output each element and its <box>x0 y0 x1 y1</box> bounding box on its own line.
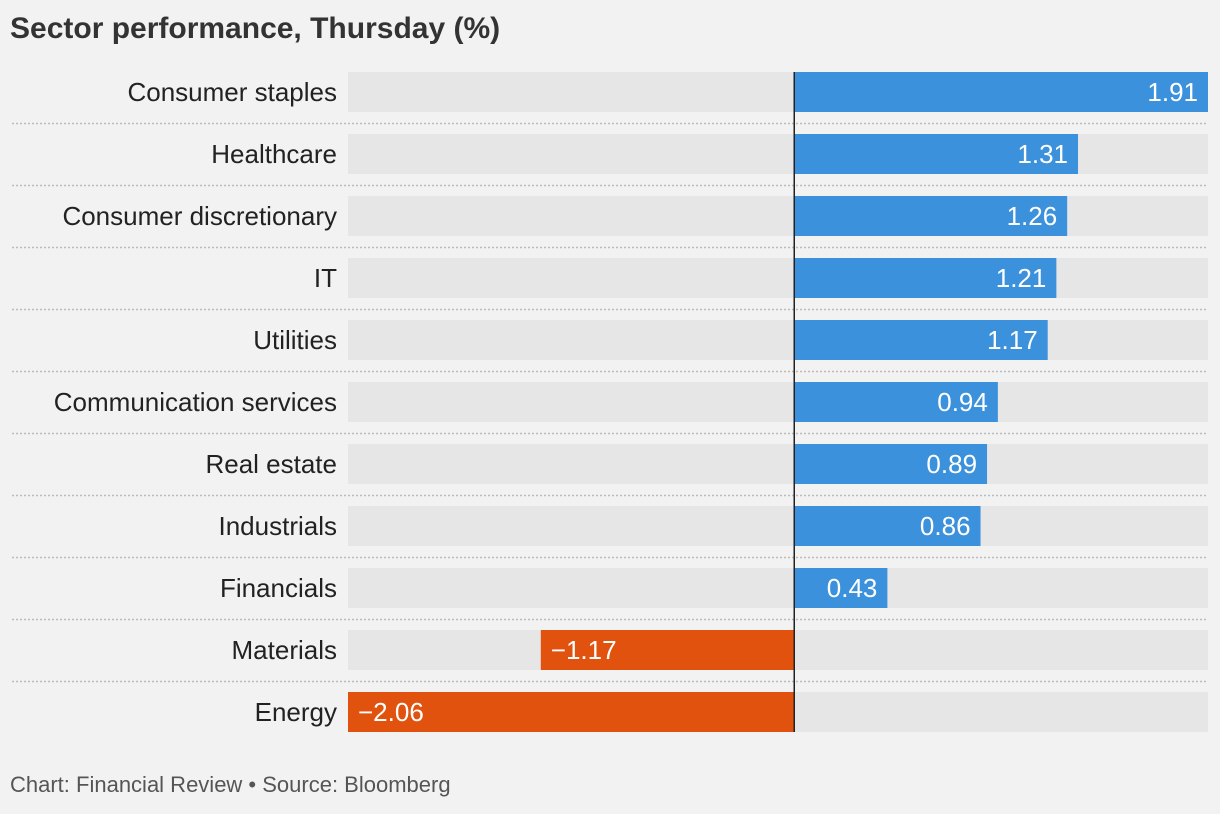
bar <box>540 630 795 670</box>
bar-track <box>348 258 1208 298</box>
category-label: Consumer discretionary <box>62 201 337 231</box>
category-label: Utilities <box>253 325 337 355</box>
category-label: IT <box>314 263 337 293</box>
bar-chart: Consumer staples 1.91 Healthcare 1.31 Consum… <box>0 72 1220 732</box>
category-label: Healthcare <box>211 139 337 169</box>
bar-track <box>348 196 1208 236</box>
chart-footer: Chart: Financial Review • Source: Bloomb… <box>10 772 451 797</box>
category-label: Industrials <box>219 511 338 541</box>
bar-track <box>348 320 1208 360</box>
bar <box>794 320 1048 360</box>
bar <box>794 382 998 422</box>
bar <box>794 196 1068 236</box>
chart-title: Sector performance, Thursday (%) <box>10 12 501 45</box>
bar <box>794 72 1208 112</box>
value-label: −2.06 <box>358 697 424 727</box>
value-label: 1.26 <box>1007 201 1058 231</box>
value-label: 1.31 <box>1017 139 1068 169</box>
bar <box>794 134 1079 174</box>
bar <box>794 258 1057 298</box>
category-label: Communication services <box>54 387 337 417</box>
value-label: 0.43 <box>827 573 878 603</box>
value-label: −1.17 <box>551 635 617 665</box>
category-label: Consumer staples <box>127 77 337 107</box>
value-label: 0.86 <box>920 511 971 541</box>
category-label: Real estate <box>205 449 337 479</box>
value-label: 1.91 <box>1147 77 1198 107</box>
bar-track <box>348 382 1208 422</box>
value-label: 0.89 <box>926 449 977 479</box>
bar-track <box>348 506 1208 546</box>
category-label: Financials <box>220 573 337 603</box>
value-label: 0.94 <box>937 387 988 417</box>
bar <box>794 506 981 546</box>
bar-track <box>348 568 1208 608</box>
category-label: Materials <box>232 635 337 665</box>
bar <box>348 692 795 732</box>
bar <box>794 568 888 608</box>
value-label: 1.17 <box>987 325 1038 355</box>
value-label: 1.21 <box>996 263 1047 293</box>
category-label: Energy <box>255 697 337 727</box>
bar-chart-svg: Consumer staples 1.91 Healthcare 1.31 Consum… <box>12 72 1208 732</box>
bar-track <box>348 444 1208 484</box>
bar-track <box>348 134 1208 174</box>
bar <box>794 444 988 484</box>
